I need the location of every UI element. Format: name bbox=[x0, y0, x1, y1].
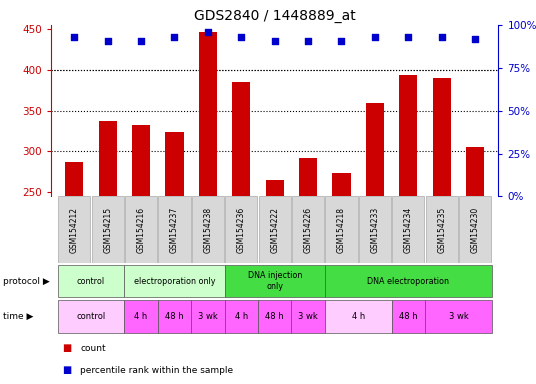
Point bbox=[337, 38, 346, 44]
Bar bbox=[292, 196, 324, 263]
Bar bbox=[125, 196, 157, 263]
Text: GSM154237: GSM154237 bbox=[170, 207, 179, 253]
Bar bbox=[325, 265, 492, 297]
Bar bbox=[392, 196, 425, 263]
Text: control: control bbox=[76, 312, 106, 321]
Bar bbox=[199, 32, 217, 196]
Text: GSM154222: GSM154222 bbox=[270, 207, 279, 253]
Text: 4 h: 4 h bbox=[352, 312, 365, 321]
Text: GSM154238: GSM154238 bbox=[203, 207, 212, 253]
Point bbox=[70, 34, 79, 40]
Bar bbox=[292, 300, 325, 333]
Bar bbox=[58, 196, 91, 263]
Bar bbox=[124, 265, 225, 297]
Bar bbox=[232, 82, 250, 196]
Bar bbox=[399, 75, 418, 196]
Text: DNA injection
only: DNA injection only bbox=[248, 271, 302, 291]
Text: 48 h: 48 h bbox=[165, 312, 184, 321]
Point bbox=[304, 38, 312, 44]
Text: GSM154218: GSM154218 bbox=[337, 207, 346, 253]
Bar bbox=[225, 300, 258, 333]
Point bbox=[204, 29, 212, 35]
Point bbox=[404, 34, 413, 40]
Bar bbox=[459, 196, 491, 263]
Bar bbox=[99, 121, 117, 196]
Text: GSM154212: GSM154212 bbox=[70, 207, 79, 253]
Bar bbox=[426, 196, 458, 263]
Point bbox=[471, 36, 479, 42]
Bar bbox=[325, 300, 392, 333]
Text: GSM154230: GSM154230 bbox=[471, 207, 480, 253]
Point bbox=[270, 38, 279, 44]
Bar bbox=[65, 162, 84, 196]
Text: ■: ■ bbox=[62, 343, 71, 353]
Text: control: control bbox=[77, 276, 105, 286]
Bar bbox=[92, 196, 124, 263]
Bar bbox=[366, 103, 384, 196]
Point bbox=[370, 34, 379, 40]
Bar bbox=[392, 300, 425, 333]
Text: GSM154233: GSM154233 bbox=[370, 207, 379, 253]
Bar bbox=[191, 300, 225, 333]
Bar bbox=[57, 300, 124, 333]
Bar bbox=[433, 78, 451, 196]
Title: GDS2840 / 1448889_at: GDS2840 / 1448889_at bbox=[194, 9, 355, 23]
Bar bbox=[192, 196, 224, 263]
Text: GSM154235: GSM154235 bbox=[437, 207, 446, 253]
Bar bbox=[258, 300, 292, 333]
Bar bbox=[299, 158, 317, 196]
Text: electroporation only: electroporation only bbox=[134, 276, 215, 286]
Text: percentile rank within the sample: percentile rank within the sample bbox=[80, 366, 234, 374]
Bar bbox=[159, 196, 190, 263]
Text: ■: ■ bbox=[62, 365, 71, 375]
Bar bbox=[466, 147, 485, 196]
Bar bbox=[57, 265, 124, 297]
Text: GSM154215: GSM154215 bbox=[103, 207, 112, 253]
Text: GSM154236: GSM154236 bbox=[237, 207, 246, 253]
Text: GSM154216: GSM154216 bbox=[137, 207, 146, 253]
Point bbox=[237, 34, 245, 40]
Bar bbox=[425, 300, 492, 333]
Bar bbox=[332, 173, 351, 196]
Text: GSM154226: GSM154226 bbox=[303, 207, 312, 253]
Text: 3 wk: 3 wk bbox=[198, 312, 218, 321]
Bar bbox=[325, 196, 358, 263]
Point bbox=[170, 34, 179, 40]
Text: count: count bbox=[80, 344, 106, 353]
Bar bbox=[225, 196, 257, 263]
Text: time ▶: time ▶ bbox=[3, 312, 33, 321]
Text: 3 wk: 3 wk bbox=[449, 312, 468, 321]
Bar bbox=[158, 300, 191, 333]
Bar bbox=[124, 300, 158, 333]
Point bbox=[103, 38, 112, 44]
Text: protocol ▶: protocol ▶ bbox=[3, 276, 49, 286]
Text: 4 h: 4 h bbox=[135, 312, 148, 321]
Bar bbox=[265, 180, 284, 196]
Text: GSM154234: GSM154234 bbox=[404, 207, 413, 253]
Text: 3 wk: 3 wk bbox=[298, 312, 318, 321]
Text: 4 h: 4 h bbox=[235, 312, 248, 321]
Bar bbox=[259, 196, 291, 263]
Bar bbox=[359, 196, 391, 263]
Text: 48 h: 48 h bbox=[265, 312, 284, 321]
Bar bbox=[225, 265, 325, 297]
Bar bbox=[165, 132, 184, 196]
Text: DNA electroporation: DNA electroporation bbox=[367, 276, 449, 286]
Text: 48 h: 48 h bbox=[399, 312, 418, 321]
Point bbox=[137, 38, 145, 44]
Point bbox=[437, 34, 446, 40]
Bar bbox=[132, 126, 150, 196]
